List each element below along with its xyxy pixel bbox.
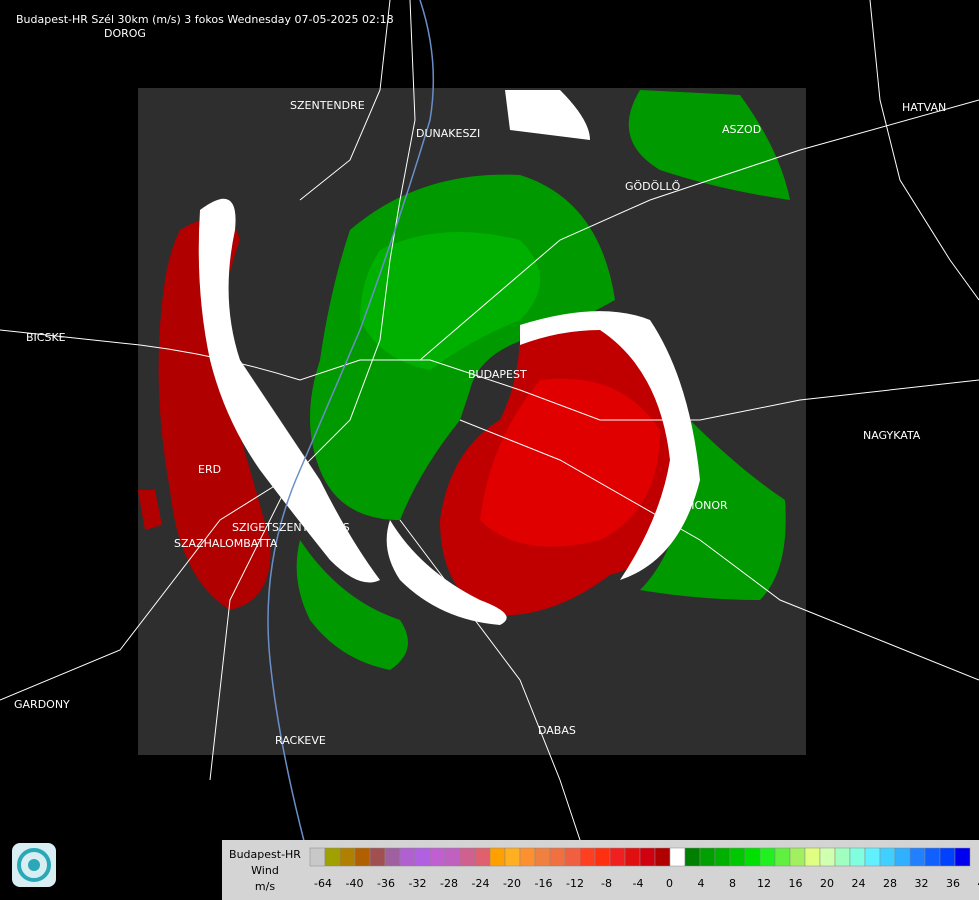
colorbar-cell xyxy=(384,847,401,867)
colorbar-cell xyxy=(819,847,836,867)
colorbar-cell xyxy=(534,847,551,867)
colorbar-cell xyxy=(309,847,326,867)
colorbar-cell xyxy=(399,847,416,867)
colorbar-cell xyxy=(744,847,761,867)
place-label: DOROG xyxy=(104,27,146,40)
colorbar-cell xyxy=(834,847,851,867)
place-label: HATVAN xyxy=(902,101,946,114)
colorbar-cell xyxy=(849,847,866,867)
colorbar-tick-label: 12 xyxy=(757,877,771,890)
colorbar-tick-label: 20 xyxy=(820,877,834,890)
legend-quantity: Wind xyxy=(251,864,279,877)
colorbar: -64 -40 -36 -32 -28 -24 -20 -16 -12 -8 -4 0 4 8 12 16 20… xyxy=(309,847,979,890)
colorbar-tick-label: -24 xyxy=(472,877,490,890)
colorbar-cell xyxy=(624,847,641,867)
danube xyxy=(267,0,435,900)
colorbar-cell xyxy=(639,847,656,867)
colorbar-tick-label: -36 xyxy=(377,877,395,890)
legend-radar: Budapest-HR xyxy=(229,848,301,861)
colorbar-cell xyxy=(714,847,731,867)
place-label: DUNAKESZI xyxy=(416,127,480,140)
colorbar-cell xyxy=(684,847,701,867)
colorbar-cell xyxy=(459,847,476,867)
place-label: NAGYKATA xyxy=(863,429,921,442)
colorbar-cell xyxy=(894,847,911,867)
colorbar-tick-label: 8 xyxy=(729,877,736,890)
colorbar-cell xyxy=(609,847,626,867)
colorbar-tick-label: -64 xyxy=(314,877,332,890)
colorbar-tick-label: -32 xyxy=(409,877,427,890)
colorbar-cell xyxy=(699,847,716,867)
colorbar-tick-label: -8 xyxy=(601,877,612,890)
colorbar-cell xyxy=(579,847,596,867)
colorbar-tick-label: -40 xyxy=(346,877,364,890)
colorbar-cell xyxy=(429,847,446,867)
place-label: GÖDÖLLŐ xyxy=(625,179,681,193)
colorbar-cell xyxy=(774,847,791,867)
colorbar-cell xyxy=(654,847,671,867)
colorbar-tick-label: -4 xyxy=(633,877,644,890)
colorbar-cell xyxy=(594,847,611,867)
colorbar-tick-label: -28 xyxy=(440,877,458,890)
place-label: ERD xyxy=(198,463,221,476)
colorbar-cell xyxy=(789,847,806,867)
colorbar-cell xyxy=(954,847,971,867)
colorbar-cell xyxy=(864,847,881,867)
colorbar-cell xyxy=(354,847,371,867)
colorbar-cell xyxy=(414,847,431,867)
colorbar-cell xyxy=(519,847,536,867)
place-label: SZAZHALOMBATTA xyxy=(174,537,278,550)
colorbar-tick-label: 0 xyxy=(666,877,673,890)
colorbar-cell xyxy=(369,847,386,867)
colorbar-tick-label: -12 xyxy=(566,877,584,890)
colorbar-cell xyxy=(759,847,776,867)
colorbar-cell xyxy=(909,847,926,867)
place-label: ASZOD xyxy=(722,123,761,136)
colorbar-cell xyxy=(804,847,821,867)
colorbar-cell xyxy=(729,847,746,867)
colorbar-tick-label: 36 xyxy=(946,877,960,890)
colorbar-cell xyxy=(924,847,941,867)
colorbar-cell xyxy=(879,847,896,867)
place-label: DABAS xyxy=(538,724,576,737)
legend: Budapest-HR Wind m/s -64 -40 -36 -32 -28 -24-… xyxy=(222,840,979,900)
colorbar-tick-label: 32 xyxy=(915,877,929,890)
logo xyxy=(12,843,56,887)
colorbar-cell xyxy=(564,847,581,867)
colorbar-tick-label: 40 xyxy=(978,877,979,890)
place-label: SZENTENDRE xyxy=(290,99,365,112)
colorbar-tick-label: 16 xyxy=(789,877,803,890)
place-label: MONOR xyxy=(685,499,728,512)
colorbar-cell xyxy=(324,847,341,867)
colorbar-cell xyxy=(339,847,356,867)
colorbar-cell xyxy=(504,847,521,867)
colorbar-tick-label: 4 xyxy=(698,877,705,890)
radar-echoes xyxy=(138,90,790,670)
colorbar-cell xyxy=(669,847,686,867)
colorbar-tick-label: 28 xyxy=(883,877,897,890)
place-label: BUDAPEST xyxy=(468,368,527,381)
place-label: BICSKE xyxy=(26,331,66,344)
place-label: GARDONY xyxy=(14,698,70,711)
map-title: Budapest-HR Szél 30km (m/s) 3 fokos Wedn… xyxy=(16,13,394,26)
colorbar-cell xyxy=(939,847,956,867)
colorbar-tick-label: 24 xyxy=(852,877,866,890)
colorbar-cell xyxy=(474,847,491,867)
colorbar-cell xyxy=(444,847,461,867)
colorbar-tick-label: -20 xyxy=(503,877,521,890)
colorbar-cell xyxy=(489,847,506,867)
colorbar-cell xyxy=(549,847,566,867)
colorbar-tick-label: -16 xyxy=(535,877,553,890)
legend-unit: m/s xyxy=(255,880,275,893)
place-label: SZIGETSZENTMIKLOS xyxy=(232,521,350,534)
place-label: RACKEVE xyxy=(275,734,326,747)
